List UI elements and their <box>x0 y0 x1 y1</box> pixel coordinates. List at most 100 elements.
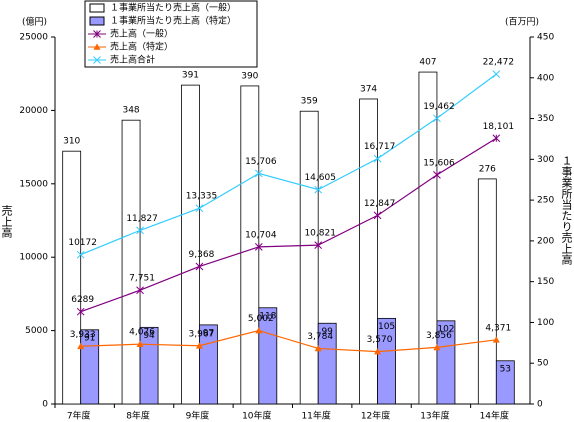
x-tick-label: 9年度 <box>186 410 210 422</box>
x-tick-label: 14年度 <box>480 410 509 422</box>
y-tick-label: 20000 <box>19 106 48 116</box>
line-label: 14,605 <box>304 173 336 183</box>
bar <box>299 110 319 405</box>
bar-label: 91 <box>84 333 95 343</box>
line-label: 22,472 <box>483 58 515 68</box>
marker <box>195 342 203 349</box>
bar-label: 99 <box>321 327 333 337</box>
line <box>80 137 497 313</box>
line-label: 3,933 <box>70 330 96 340</box>
y-tick-label: 15000 <box>19 179 48 189</box>
marker <box>195 262 204 271</box>
y-unit: (億円) <box>22 16 47 28</box>
line-label: 10,704 <box>245 230 277 240</box>
y2-tick-label: 300 <box>537 155 554 165</box>
y-tick-label: 5000 <box>25 326 48 336</box>
bar-label: 105 <box>378 322 395 332</box>
line-label: 16,717 <box>364 142 396 152</box>
line-label: 5,002 <box>248 314 274 324</box>
marker <box>136 286 144 295</box>
y2-tick-label: 150 <box>537 277 554 287</box>
marker <box>314 241 323 250</box>
legend-label: １事業所当たり売上高（一般） <box>110 2 236 14</box>
marker <box>77 342 85 350</box>
y-tick-label: 10000 <box>19 253 48 263</box>
marker <box>314 344 322 352</box>
x-tick-label: 11年度 <box>301 410 330 422</box>
bar-label: 407 <box>419 58 436 68</box>
line-label: 4,371 <box>485 323 511 333</box>
line-label: 3,570 <box>367 335 393 345</box>
x-tick-label: 7年度 <box>67 410 91 422</box>
line-label: 9,368 <box>189 250 215 260</box>
line-label: 12,847 <box>364 199 396 209</box>
bar <box>477 178 497 405</box>
marker <box>374 348 382 355</box>
marker <box>433 343 441 351</box>
bar-label: 391 <box>182 71 199 81</box>
bar <box>80 329 100 405</box>
line-label: 18,101 <box>483 122 515 132</box>
marker <box>136 226 144 235</box>
x-tick-label: 12年度 <box>361 410 390 422</box>
legend-swatch <box>89 16 105 26</box>
bar-label: 102 <box>437 324 454 334</box>
y2-tick-label: 100 <box>537 318 554 328</box>
legend-label: 売上高合計 <box>110 54 155 66</box>
marker <box>76 250 85 259</box>
bar <box>121 119 141 405</box>
y2-tick-label: 400 <box>537 73 554 83</box>
bar <box>436 320 456 405</box>
y2-unit: (百万円) <box>505 17 539 28</box>
y2-axis-label: １事業所当たり売上高 <box>560 155 573 266</box>
marker <box>433 114 441 123</box>
marker <box>373 211 382 220</box>
line-label: 6289 <box>71 295 94 305</box>
bar <box>317 322 337 405</box>
bar-label: 118 <box>259 311 276 321</box>
bar-label: 310 <box>63 137 80 147</box>
marker <box>93 56 101 64</box>
bar-label: 348 <box>122 106 139 116</box>
y-axis-label: 売上高 <box>0 205 13 239</box>
bar <box>181 84 200 405</box>
marker <box>93 30 101 38</box>
marker <box>195 204 204 213</box>
bar <box>495 360 515 405</box>
legend-box <box>84 0 258 68</box>
bar <box>240 85 260 405</box>
bar <box>418 71 438 405</box>
line-label: 10172 <box>68 238 97 248</box>
legend-label: １事業所当たり売上高（特定） <box>110 15 236 27</box>
x-tick-label: 8年度 <box>126 410 150 422</box>
bar-label: 374 <box>360 84 377 94</box>
line-label: 19,462 <box>423 102 455 112</box>
y2-tick-label: 250 <box>537 196 554 206</box>
y2-tick-label: 350 <box>537 114 554 124</box>
bar <box>139 326 159 405</box>
bar <box>62 150 82 405</box>
bar <box>377 317 396 405</box>
y2-tick-label: 50 <box>537 359 549 369</box>
bar-label: 390 <box>241 71 258 81</box>
marker <box>492 336 500 343</box>
line <box>80 73 497 256</box>
line-label: 7,751 <box>129 274 155 284</box>
legend: １事業所当たり売上高（一般）１事業所当たり売上高（特定）売上高（一般）売上高（特… <box>84 0 258 68</box>
bar-label: 359 <box>301 97 318 107</box>
y-tick-label: 0 <box>42 400 48 410</box>
marker <box>93 43 101 50</box>
marker <box>255 327 263 334</box>
legend-label: 売上高（特定） <box>110 41 173 53</box>
marker <box>254 169 263 178</box>
marker <box>433 171 441 179</box>
line-label: 11,827 <box>126 214 158 224</box>
bar <box>359 98 378 405</box>
line-label: 3,967 <box>189 329 215 339</box>
legend-swatch <box>89 3 105 13</box>
marker <box>492 134 501 143</box>
x-tick-label: 13年度 <box>420 410 449 422</box>
marker <box>373 154 382 163</box>
line-label: 10,821 <box>304 229 336 239</box>
